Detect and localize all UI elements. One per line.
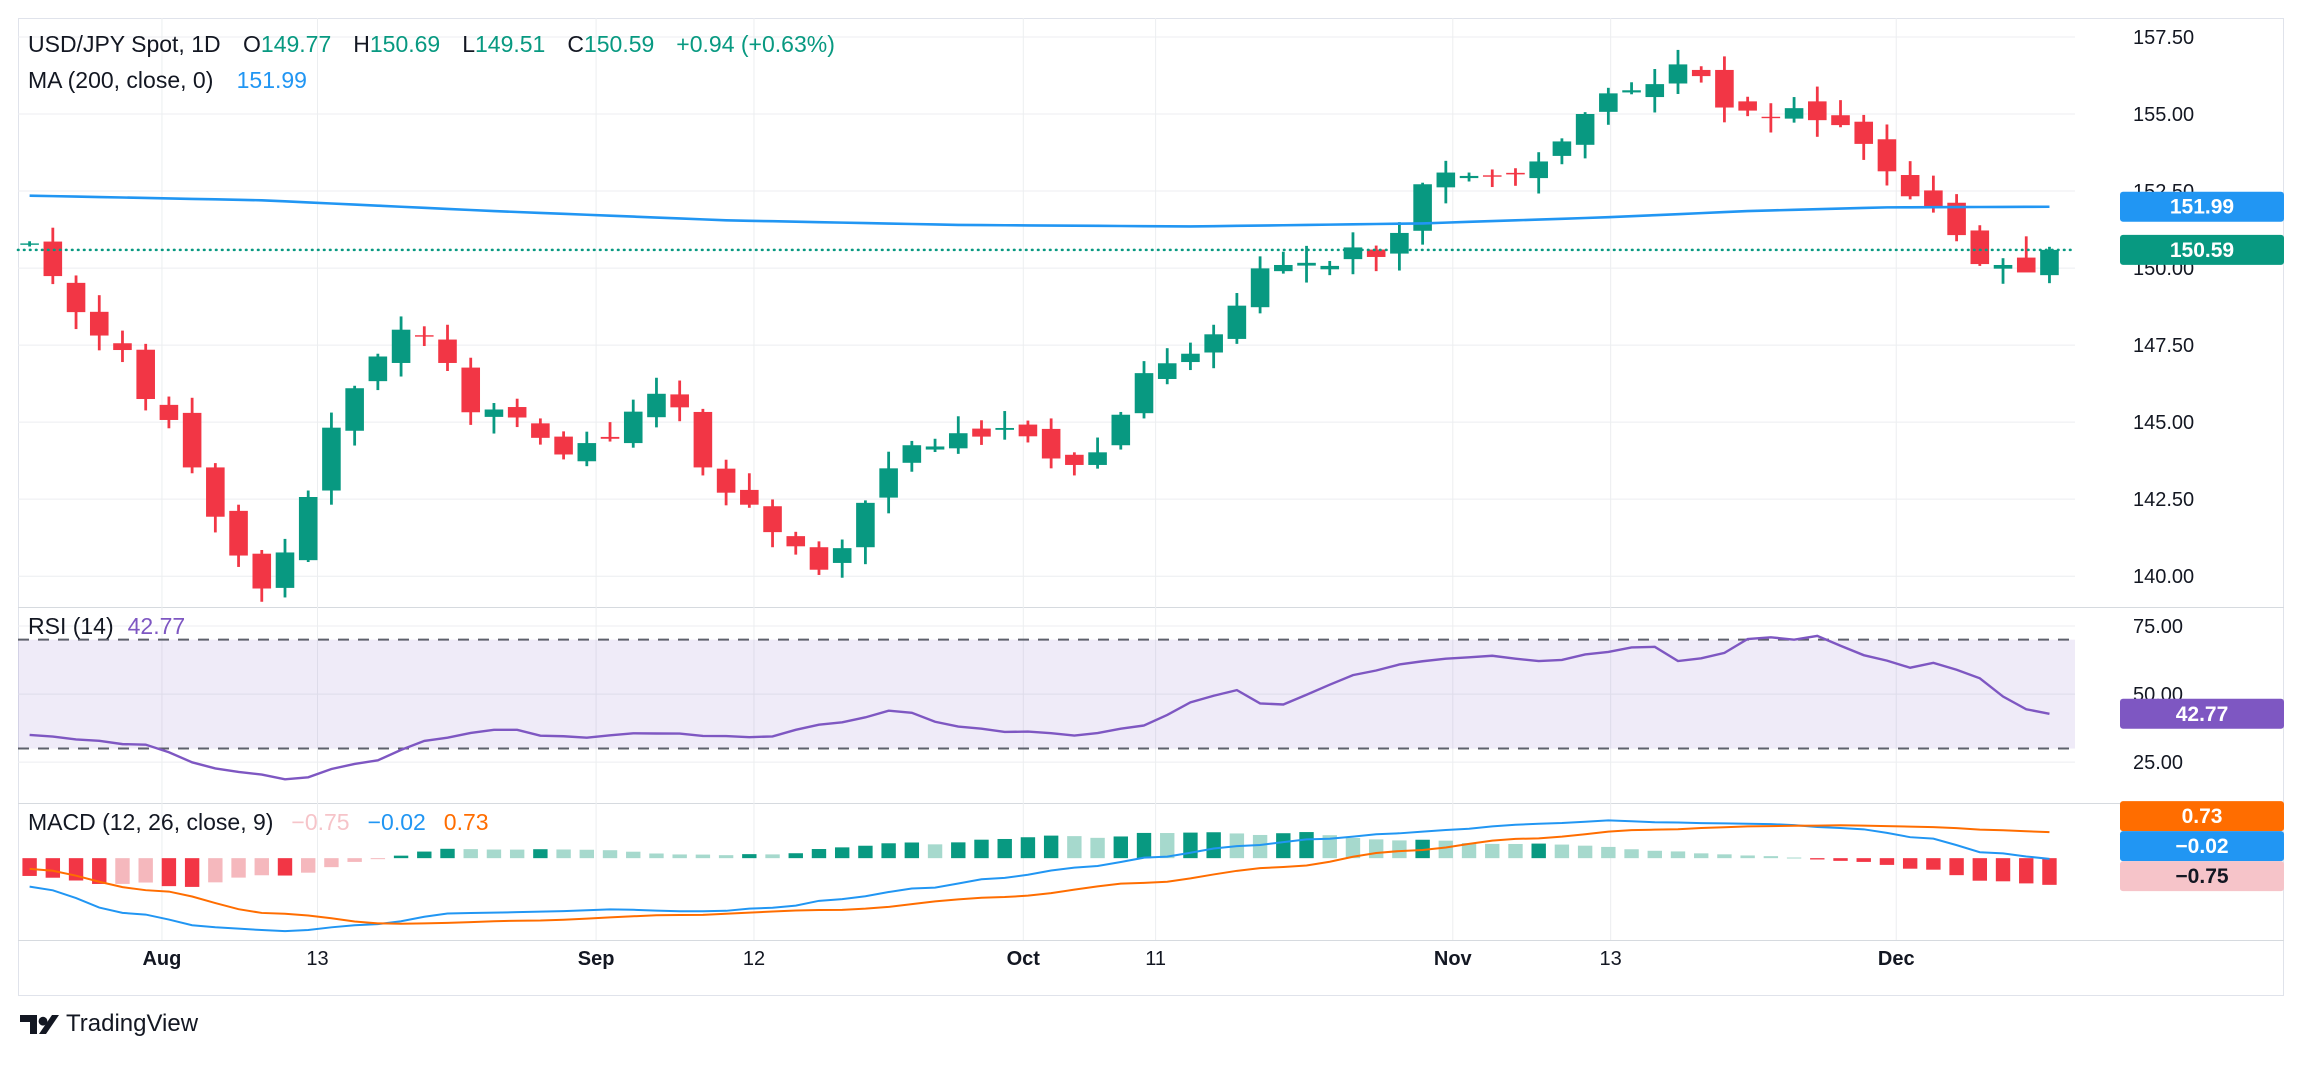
svg-text:C: C — [567, 31, 584, 57]
svg-text:RSI (14): RSI (14) — [28, 613, 114, 639]
svg-text:12: 12 — [743, 948, 765, 970]
svg-text:140.00: 140.00 — [2133, 566, 2194, 588]
svg-text:25.00: 25.00 — [2133, 752, 2183, 774]
svg-text:13: 13 — [1600, 948, 1622, 970]
svg-text:H: H — [353, 31, 370, 57]
svg-text:TradingView: TradingView — [66, 1010, 199, 1037]
svg-text:151.99: 151.99 — [237, 67, 307, 93]
svg-text:150.59: 150.59 — [584, 31, 654, 57]
svg-text:0.73: 0.73 — [2182, 805, 2223, 828]
svg-text:USD/JPY Spot, 1D: USD/JPY Spot, 1D — [28, 31, 221, 57]
svg-text:MA (200, close, 0): MA (200, close, 0) — [28, 67, 213, 93]
svg-text:155.00: 155.00 — [2133, 104, 2194, 126]
svg-text:150.59: 150.59 — [2170, 239, 2234, 262]
svg-text:−0.02: −0.02 — [2175, 835, 2228, 858]
svg-text:−0.75: −0.75 — [2175, 865, 2228, 888]
svg-text:151.99: 151.99 — [2170, 196, 2234, 219]
svg-text:0.73: 0.73 — [444, 809, 489, 835]
svg-text:142.50: 142.50 — [2133, 489, 2194, 511]
svg-text:O: O — [243, 31, 261, 57]
svg-text:L: L — [462, 31, 475, 57]
svg-text:13: 13 — [306, 948, 328, 970]
svg-text:−0.02: −0.02 — [368, 809, 426, 835]
svg-text:Sep: Sep — [578, 948, 615, 970]
svg-text:149.77: 149.77 — [261, 31, 331, 57]
svg-text:−0.75: −0.75 — [291, 809, 349, 835]
svg-text:Dec: Dec — [1878, 948, 1915, 970]
svg-text:150.69: 150.69 — [370, 31, 440, 57]
svg-text:42.77: 42.77 — [2176, 703, 2229, 726]
svg-text:157.50: 157.50 — [2133, 27, 2194, 49]
svg-text:42.77: 42.77 — [128, 613, 186, 639]
svg-text:+0.94 (+0.63%): +0.94 (+0.63%) — [676, 31, 835, 57]
svg-text:Oct: Oct — [1007, 948, 1041, 970]
svg-text:147.50: 147.50 — [2133, 335, 2194, 357]
svg-text:75.00: 75.00 — [2133, 616, 2183, 638]
svg-text:149.51: 149.51 — [475, 31, 545, 57]
svg-text:Aug: Aug — [142, 948, 181, 970]
svg-text:145.00: 145.00 — [2133, 412, 2194, 434]
svg-text:11: 11 — [1145, 948, 1166, 970]
svg-text:MACD (12, 26, close, 9): MACD (12, 26, close, 9) — [28, 809, 273, 835]
svg-text:Nov: Nov — [1434, 948, 1473, 970]
